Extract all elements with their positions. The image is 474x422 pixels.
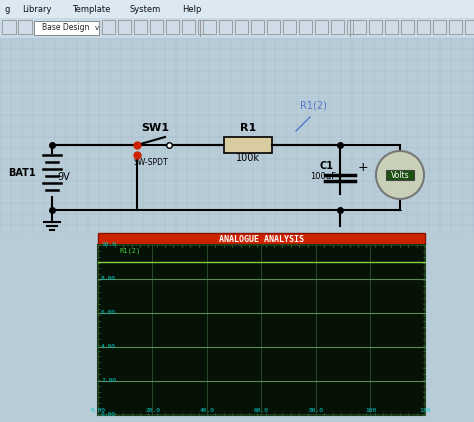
Bar	[18, 20, 32, 34]
Bar	[331, 20, 344, 34]
Text: 4.00: 4.00	[101, 344, 116, 349]
Text: -: -	[398, 204, 402, 217]
Bar	[182, 20, 195, 34]
Text: Help: Help	[182, 5, 201, 14]
Bar	[102, 20, 115, 34]
Text: SW-SPDT: SW-SPDT	[134, 158, 168, 167]
Bar	[385, 20, 398, 34]
Text: R1(2): R1(2)	[120, 248, 141, 254]
Bar	[134, 20, 147, 34]
Text: 100uF: 100uF	[310, 172, 336, 181]
Text: 10.0: 10.0	[101, 243, 116, 247]
Text: +: +	[358, 161, 369, 174]
Text: 80.0: 80.0	[309, 408, 323, 413]
Text: 2.00: 2.00	[101, 379, 116, 384]
Bar	[386, 170, 414, 180]
Bar	[224, 137, 272, 153]
Bar	[283, 20, 296, 34]
Text: g: g	[5, 5, 10, 14]
Circle shape	[376, 151, 424, 199]
Text: 6.00: 6.00	[101, 311, 116, 316]
Text: v: v	[95, 25, 99, 31]
Bar	[166, 20, 179, 34]
Text: 100: 100	[365, 408, 376, 413]
Text: R1(2): R1(2)	[300, 101, 327, 111]
Bar	[118, 20, 131, 34]
Bar	[251, 20, 264, 34]
Text: BAT1: BAT1	[9, 168, 36, 178]
Bar	[98, 233, 425, 245]
Text: 60.0: 60.0	[254, 408, 269, 413]
Bar	[369, 20, 382, 34]
Bar	[150, 20, 163, 34]
Text: 0.00: 0.00	[101, 412, 116, 417]
Text: 20.0: 20.0	[145, 408, 160, 413]
Bar	[353, 20, 366, 34]
Bar	[0, 38, 474, 232]
Text: System: System	[130, 5, 161, 14]
Text: C1: C1	[320, 161, 334, 171]
Text: 120: 120	[419, 408, 430, 413]
Bar	[34, 21, 99, 35]
Bar	[299, 20, 312, 34]
Bar	[0, 0, 474, 18]
Bar	[465, 20, 474, 34]
Bar	[433, 20, 446, 34]
Bar	[203, 20, 216, 34]
Text: Library: Library	[22, 5, 52, 14]
Bar	[315, 20, 328, 34]
Bar	[401, 20, 414, 34]
Text: Volts: Volts	[391, 170, 410, 179]
Text: 100k: 100k	[236, 153, 260, 163]
Text: ANALOGUE ANALYSIS: ANALOGUE ANALYSIS	[219, 235, 304, 243]
Bar	[198, 20, 211, 34]
Text: 40.0: 40.0	[200, 408, 215, 413]
Bar	[417, 20, 430, 34]
Bar	[0, 18, 474, 38]
Bar	[347, 20, 360, 34]
Text: R1: R1	[240, 123, 256, 133]
Text: SW1: SW1	[141, 123, 169, 133]
Text: 0.00: 0.00	[91, 408, 106, 413]
Text: 9V: 9V	[57, 172, 70, 182]
Bar	[449, 20, 462, 34]
Bar	[98, 245, 425, 415]
Text: Base Design: Base Design	[42, 24, 90, 32]
Text: 8.00: 8.00	[101, 276, 116, 281]
Bar	[267, 20, 280, 34]
Bar	[2, 20, 16, 34]
Bar	[235, 20, 248, 34]
Text: Template: Template	[72, 5, 110, 14]
Bar	[219, 20, 232, 34]
